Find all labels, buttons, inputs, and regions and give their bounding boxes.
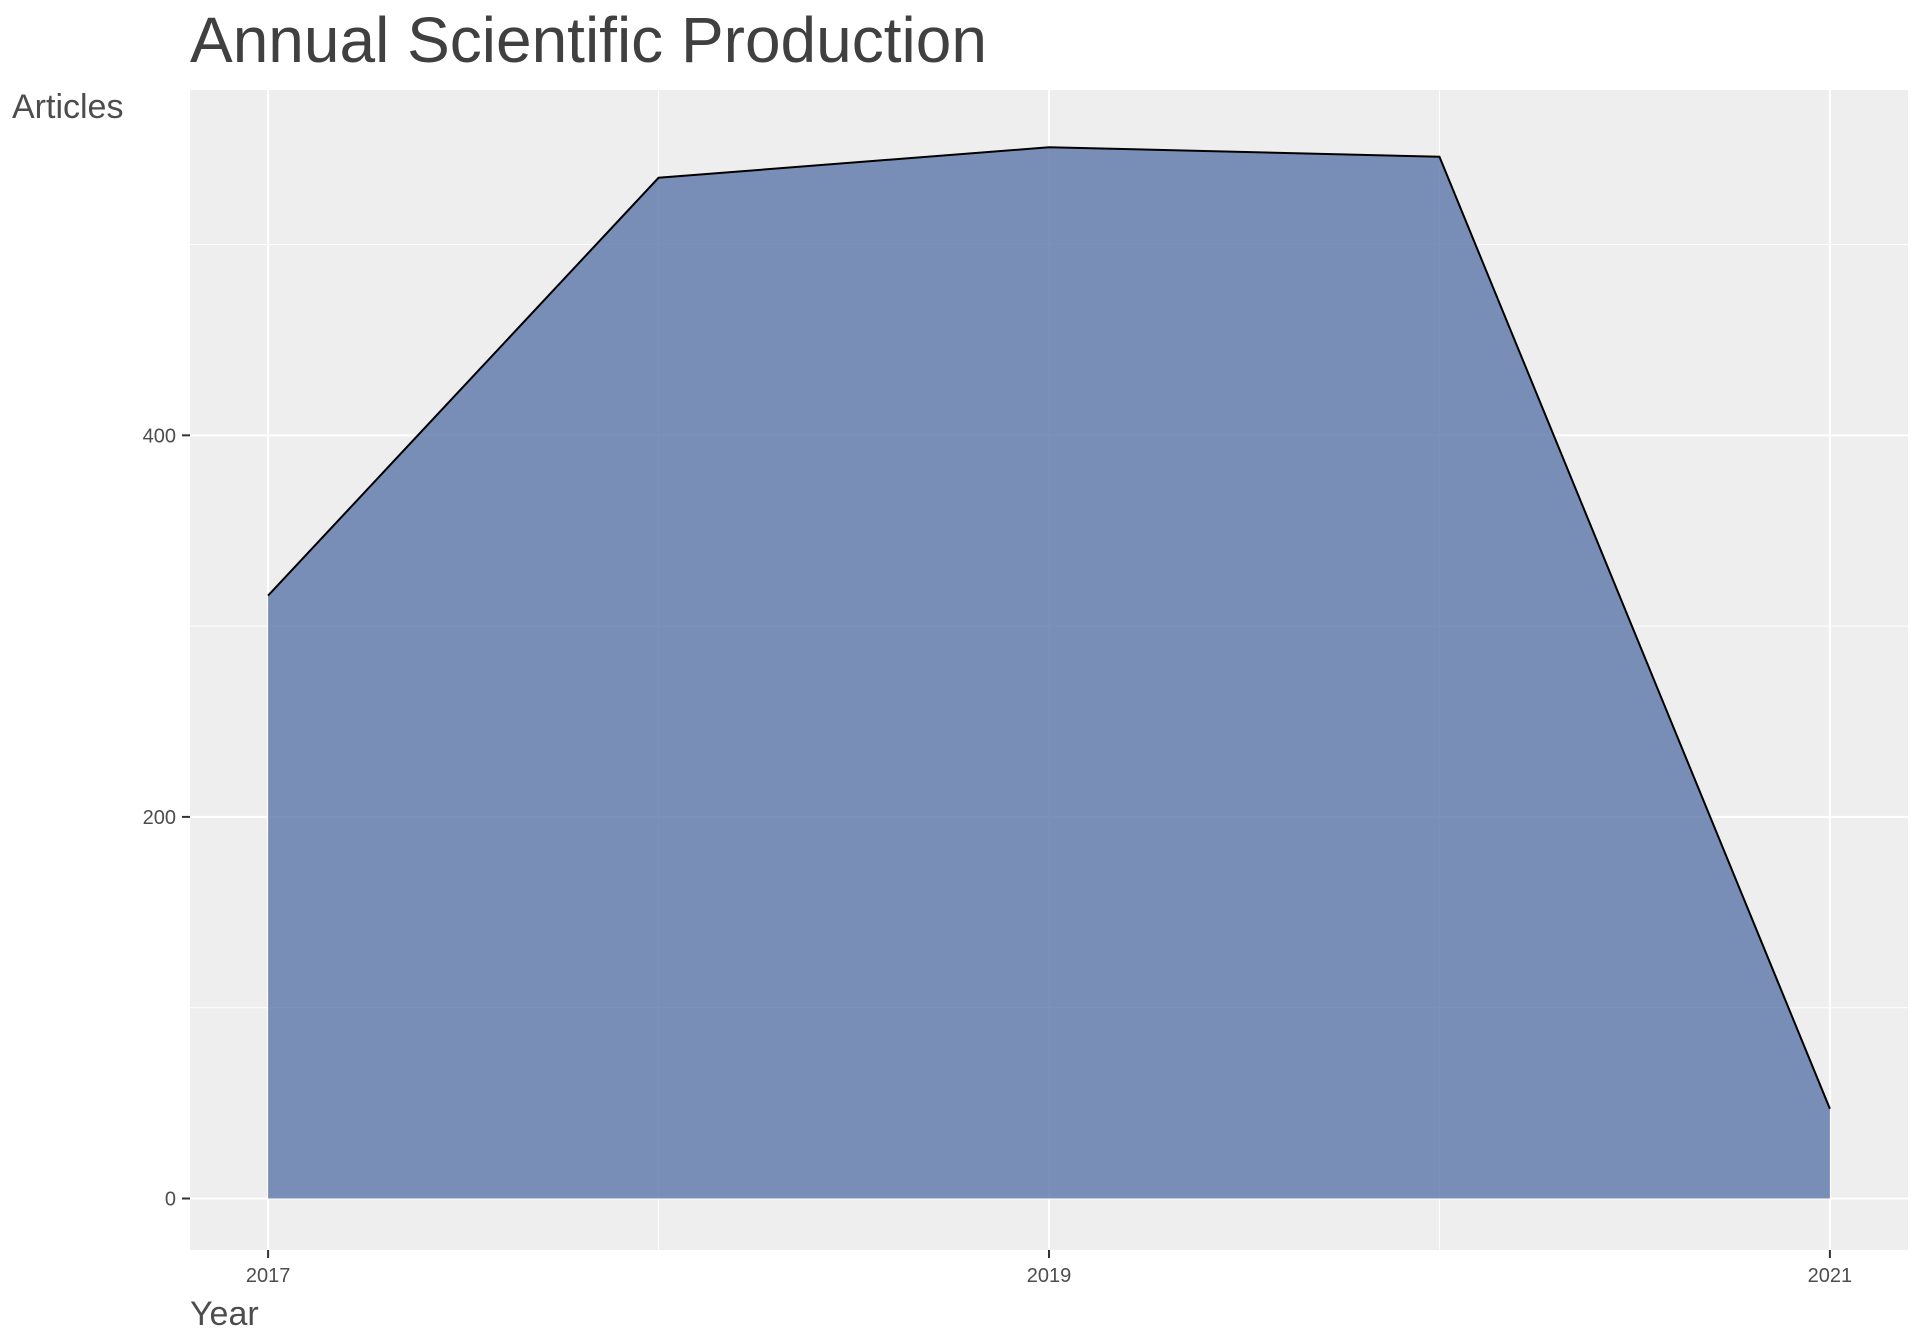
- x-tick-label: 2019: [1027, 1265, 1072, 1287]
- chart-title: Annual Scientific Production: [190, 4, 987, 76]
- y-tick-label: 400: [143, 425, 176, 447]
- x-axis-label: Year: [190, 1295, 259, 1333]
- x-axis-ticks: 2017 2019 2021: [246, 1250, 1852, 1287]
- x-tick-label: 2017: [246, 1265, 291, 1287]
- y-axis-label: Articles: [12, 88, 123, 126]
- x-tick-label: 2021: [1808, 1265, 1853, 1287]
- area-fill: [268, 147, 1830, 1199]
- data-points: [267, 147, 1831, 1109]
- y-axis-ticks: 0 200 400: [143, 425, 190, 1210]
- y-tick-label: 0: [165, 1188, 176, 1210]
- y-tick-label: 200: [143, 807, 176, 829]
